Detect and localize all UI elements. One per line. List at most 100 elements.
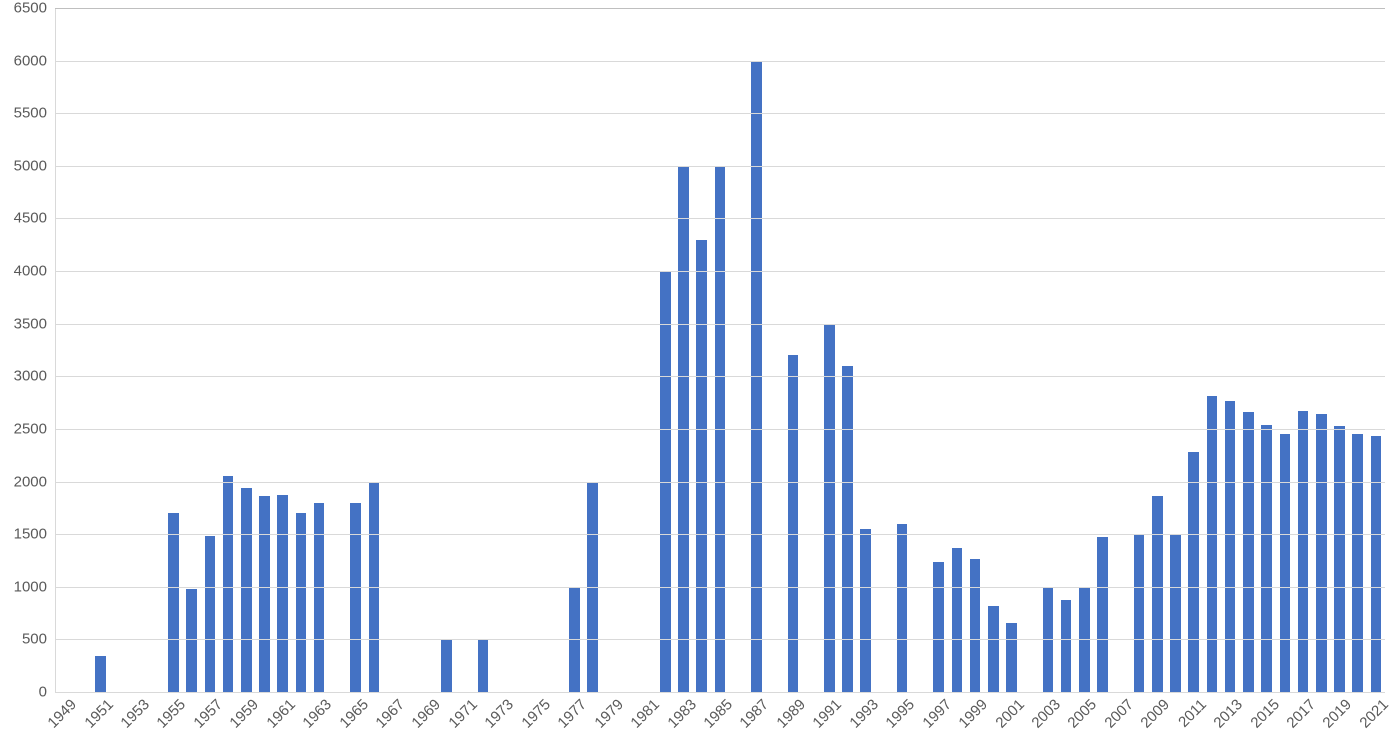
x-tick-label: 1963 <box>300 696 336 732</box>
gridline <box>55 482 1385 483</box>
bar <box>1152 496 1163 692</box>
bar <box>259 496 270 692</box>
y-tick-label: 0 <box>39 684 55 701</box>
y-tick-label: 3500 <box>14 315 55 332</box>
y-tick-label: 5000 <box>14 157 55 174</box>
bar <box>95 656 106 692</box>
y-tick-label: 500 <box>22 631 55 648</box>
gridline <box>55 587 1385 588</box>
bar <box>1170 534 1181 692</box>
x-tick-label: 1967 <box>372 696 408 732</box>
gridline <box>55 61 1385 62</box>
x-tick-label: 1971 <box>445 696 481 732</box>
y-tick-label: 6500 <box>14 0 55 17</box>
bar <box>1352 434 1363 692</box>
gridline <box>55 376 1385 377</box>
bar <box>824 324 835 692</box>
gridline <box>55 271 1385 272</box>
x-tick-label: 1979 <box>591 696 627 732</box>
gridline <box>55 534 1385 535</box>
y-tick-label: 4000 <box>14 263 55 280</box>
bar <box>1006 623 1017 692</box>
bar <box>788 355 799 692</box>
gridline <box>55 692 1385 693</box>
bar <box>933 562 944 692</box>
x-tick-label: 2009 <box>1138 696 1174 732</box>
bar <box>1261 425 1272 692</box>
bar <box>241 488 252 692</box>
bar <box>223 476 234 692</box>
x-tick-label: 1951 <box>81 696 117 732</box>
bar <box>970 559 981 692</box>
bar <box>314 503 325 692</box>
gridline <box>55 639 1385 640</box>
x-tick-label: 1975 <box>518 696 554 732</box>
bar <box>1097 537 1108 692</box>
x-tick-label: 2005 <box>1065 696 1101 732</box>
x-tick-label: 2013 <box>1211 696 1247 732</box>
y-tick-label: 1500 <box>14 526 55 543</box>
x-tick-label: 1969 <box>409 696 445 732</box>
gridline <box>55 429 1385 430</box>
x-tick-label: 1973 <box>482 696 518 732</box>
bar <box>1225 401 1236 692</box>
bar <box>205 536 216 692</box>
bar <box>696 240 707 692</box>
y-tick-label: 2000 <box>14 473 55 490</box>
bar <box>296 513 307 692</box>
x-tick-label: 1997 <box>919 696 955 732</box>
x-tick-label: 1955 <box>154 696 190 732</box>
x-tick-label: 1965 <box>336 696 372 732</box>
bar <box>897 524 908 692</box>
bar <box>1316 414 1327 692</box>
bar <box>1188 452 1199 692</box>
bar <box>842 366 853 692</box>
gridline <box>55 324 1385 325</box>
x-tick-label: 1981 <box>628 696 664 732</box>
bar <box>1280 434 1291 692</box>
y-tick-label: 1000 <box>14 578 55 595</box>
bars-layer <box>55 8 1385 692</box>
x-tick-label: 2001 <box>992 696 1028 732</box>
y-tick-label: 4500 <box>14 210 55 227</box>
x-tick-label: 2003 <box>1028 696 1064 732</box>
bar <box>1371 436 1382 692</box>
bar <box>860 529 871 692</box>
bar <box>186 589 197 692</box>
bar <box>1298 411 1309 692</box>
gridline <box>55 8 1385 9</box>
x-tick-label: 2007 <box>1101 696 1137 732</box>
bar <box>1207 396 1218 692</box>
x-tick-label: 2015 <box>1247 696 1283 732</box>
bar <box>441 639 452 692</box>
x-tick-label: 1993 <box>846 696 882 732</box>
x-tick-label: 1957 <box>190 696 226 732</box>
x-tick-label: 2019 <box>1320 696 1356 732</box>
gridline <box>55 218 1385 219</box>
x-tick-label: 1987 <box>737 696 773 732</box>
x-tick-label: 1983 <box>664 696 700 732</box>
bar <box>1134 534 1145 692</box>
y-tick-label: 5500 <box>14 105 55 122</box>
x-tick-label: 1991 <box>810 696 846 732</box>
bar <box>350 503 361 692</box>
x-tick-label: 1999 <box>955 696 991 732</box>
y-tick-label: 2500 <box>14 420 55 437</box>
x-tick-label: 1989 <box>773 696 809 732</box>
x-tick-label: 2017 <box>1283 696 1319 732</box>
x-tick-label: 1985 <box>700 696 736 732</box>
bar <box>168 513 179 692</box>
bar <box>478 639 489 692</box>
x-tick-label: 1949 <box>45 696 81 732</box>
gridline <box>55 113 1385 114</box>
bar <box>988 606 999 692</box>
x-tick-label: 1977 <box>555 696 591 732</box>
bar <box>1334 426 1345 692</box>
bar <box>952 548 963 692</box>
x-tick-label: 2011 <box>1175 696 1210 731</box>
plot-area: 0500100015002000250030003500400045005000… <box>55 8 1385 692</box>
bar <box>1061 600 1072 692</box>
y-tick-label: 3000 <box>14 368 55 385</box>
x-tick-label: 1995 <box>883 696 919 732</box>
x-tick-label: 2021 <box>1356 696 1392 732</box>
